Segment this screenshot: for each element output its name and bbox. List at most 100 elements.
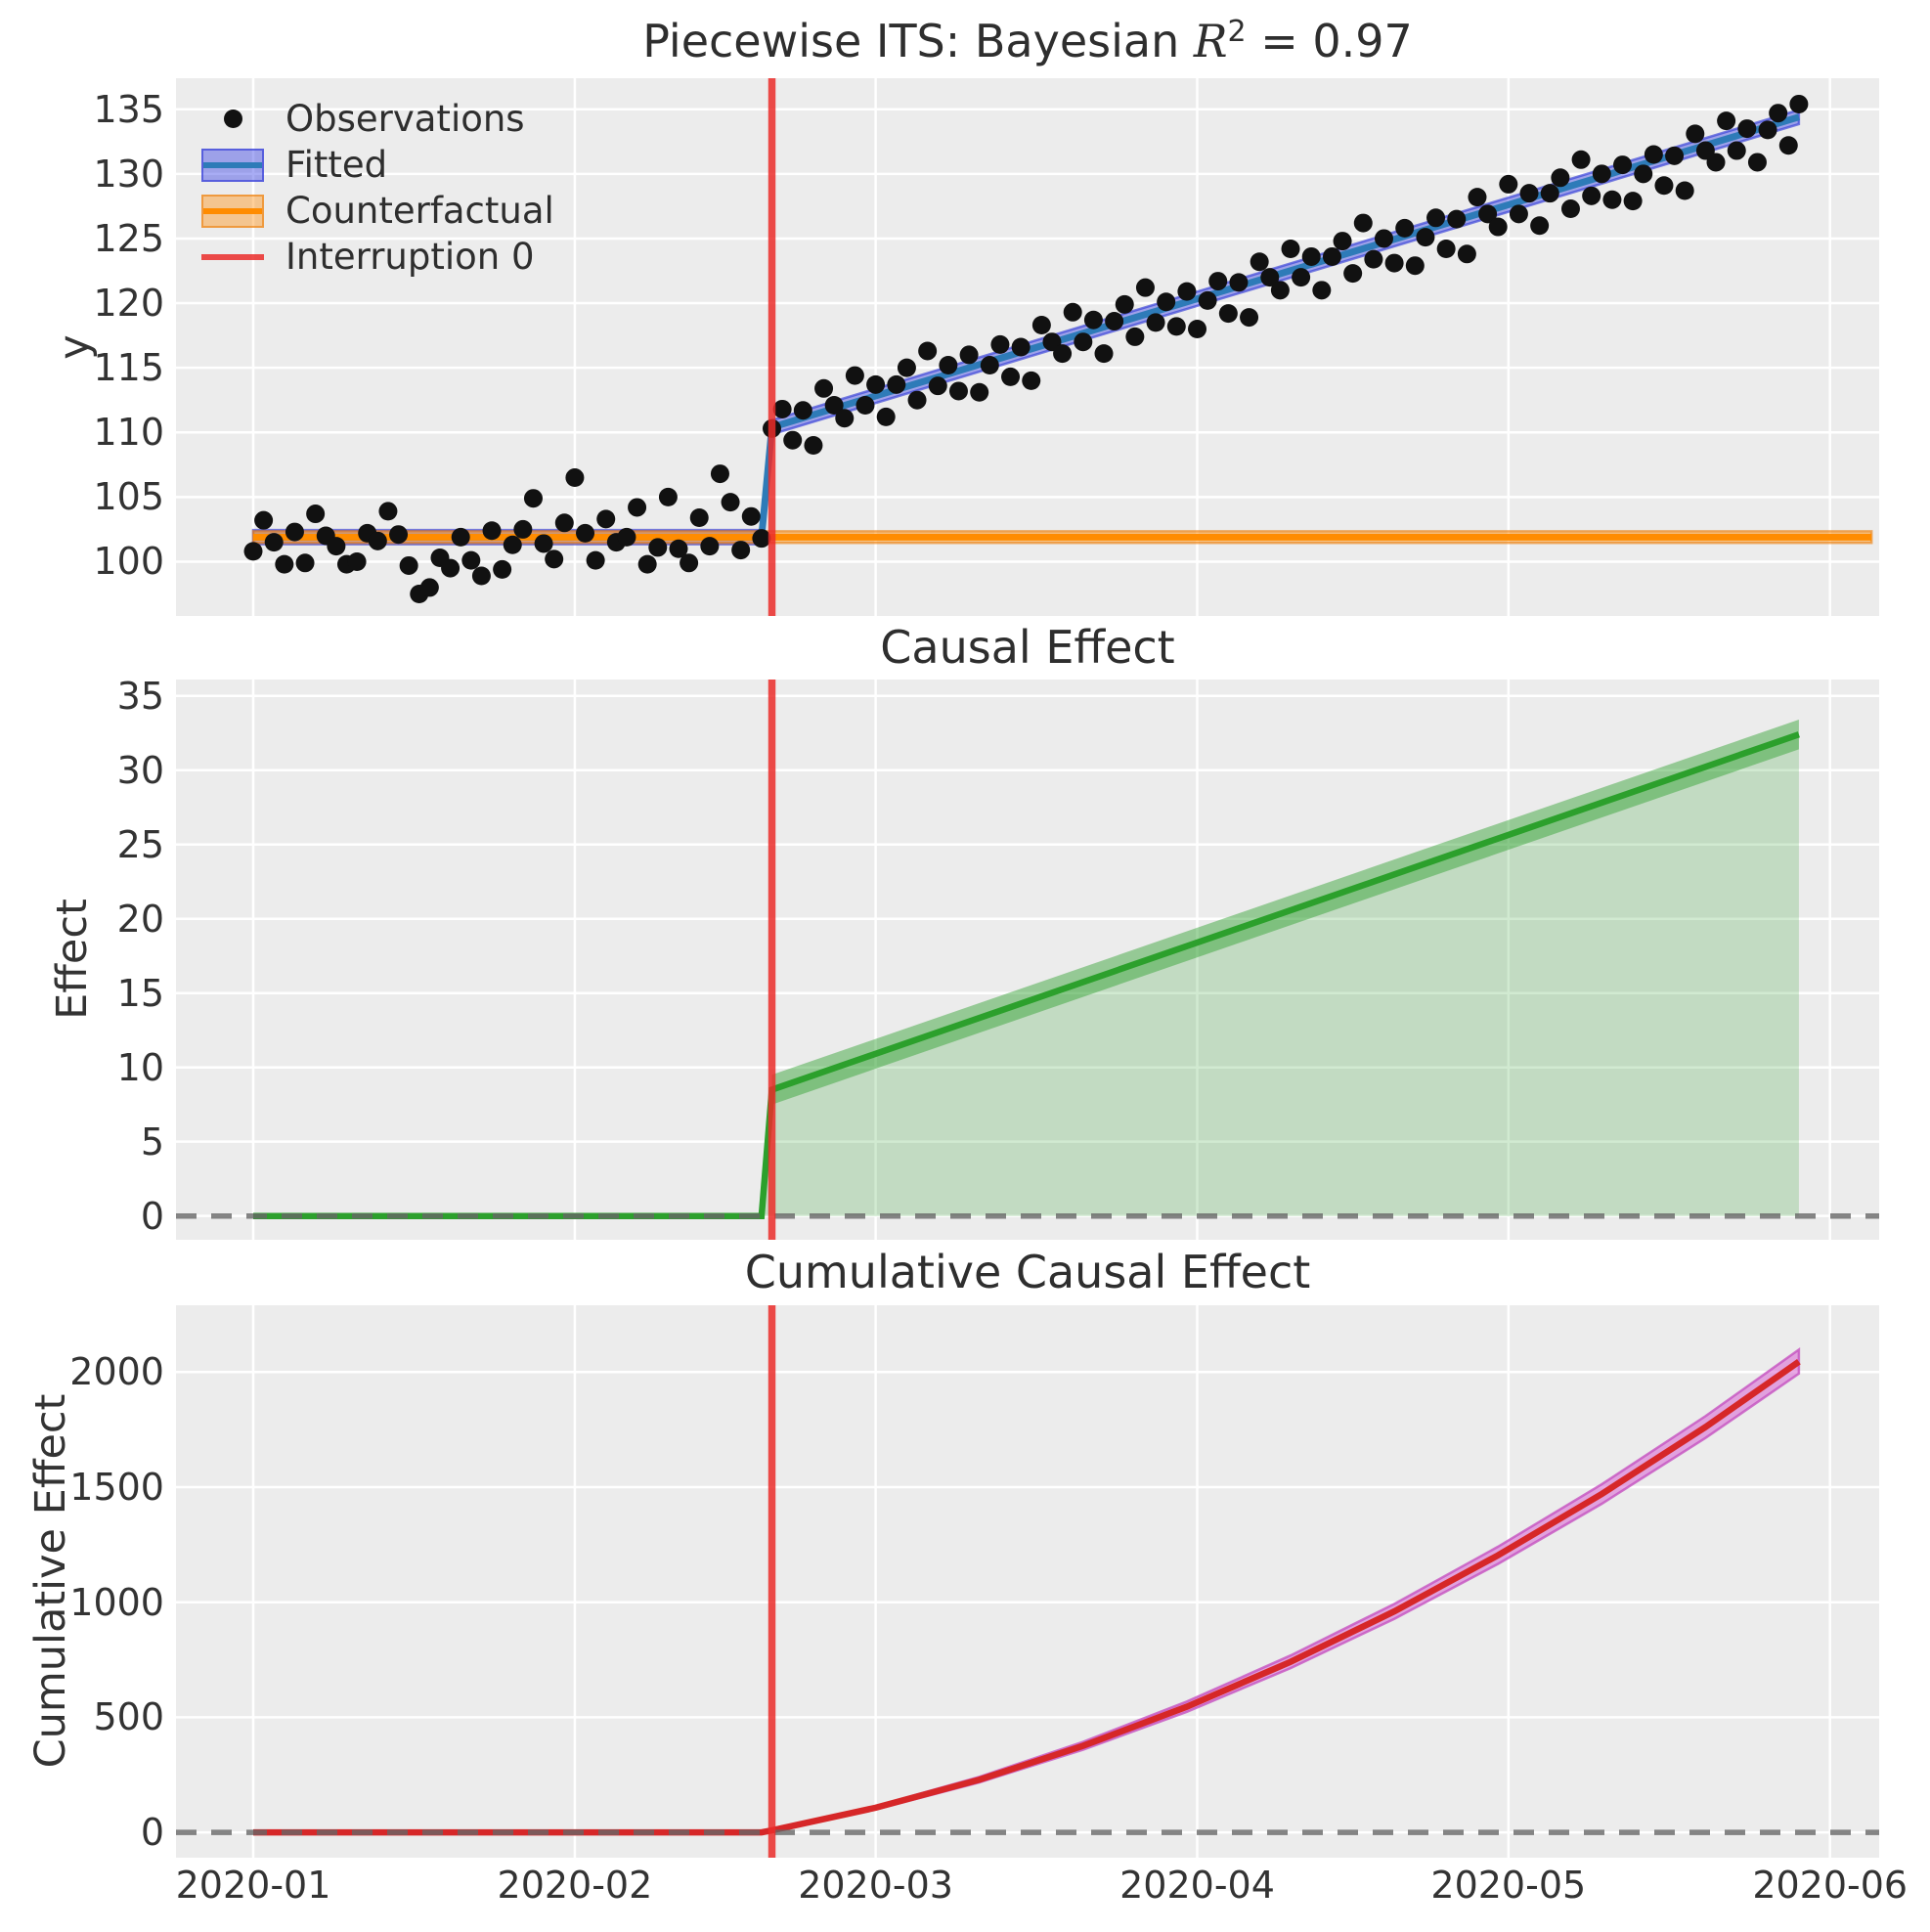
x-tick-label: 2020-03 <box>798 1864 953 1907</box>
cumulative-plot-area <box>176 1305 1879 1858</box>
observation-point <box>1031 316 1051 335</box>
observation-point <box>1769 104 1788 123</box>
x-tick-label: 2020-04 <box>1119 1864 1275 1907</box>
observation-point <box>1146 313 1165 332</box>
observation-point <box>1758 120 1777 140</box>
observation-point <box>855 395 875 415</box>
observation-point <box>482 521 502 541</box>
observation-point <box>866 374 886 394</box>
observation-point <box>1706 153 1726 172</box>
observation-point <box>1509 204 1528 224</box>
observation-point <box>1623 192 1643 211</box>
observation-point <box>1488 217 1508 237</box>
observation-point <box>1322 246 1341 266</box>
observation-point <box>1789 94 1809 113</box>
observation-point <box>1478 204 1498 224</box>
observation-point <box>1613 155 1633 175</box>
y-tick-label: 105 <box>93 475 164 519</box>
observation-point <box>1571 150 1591 169</box>
observation-point <box>1405 256 1425 276</box>
observation-point <box>1301 246 1321 266</box>
observation-point <box>918 341 938 361</box>
y-tick-label: 115 <box>93 346 164 390</box>
observation-point <box>680 553 699 573</box>
x-tick-label: 2020-01 <box>175 1864 331 1907</box>
observation-point <box>648 538 668 557</box>
observations-marker-icon <box>223 110 242 128</box>
observation-point <box>824 395 844 415</box>
observation-point <box>1675 181 1694 200</box>
observation-point <box>1022 371 1041 390</box>
observation-point <box>1530 216 1550 236</box>
observation-point <box>959 345 979 365</box>
observation-point <box>772 399 792 418</box>
observation-point <box>1250 252 1269 272</box>
counterfactual-band-icon <box>201 194 264 228</box>
observation-point <box>586 550 605 570</box>
observation-point <box>1717 111 1736 131</box>
observation-point <box>980 356 999 375</box>
legend-item-interruption: Interruption 0 <box>201 234 554 280</box>
legend-label: Counterfactual <box>285 190 554 232</box>
observation-point <box>545 549 564 569</box>
observation-point <box>1229 273 1249 292</box>
observation-point <box>1737 119 1757 139</box>
observation-point <box>254 510 274 530</box>
observation-point <box>1560 199 1580 219</box>
observation-point <box>285 522 304 542</box>
y-tick-label: 20 <box>116 897 164 941</box>
observation-point <box>731 541 751 560</box>
effect-plot-area <box>176 680 1879 1240</box>
observation-point <box>752 529 771 549</box>
fit-plot-area <box>176 78 1879 616</box>
observation-point <box>1001 367 1021 386</box>
observation-point <box>1053 344 1073 364</box>
y-tick-label: 2000 <box>69 1350 164 1394</box>
observation-point <box>275 554 294 574</box>
x-tick-label: 2020-05 <box>1430 1864 1587 1907</box>
observation-point <box>441 558 461 578</box>
observation-point <box>783 430 803 450</box>
fitted-band-icon <box>201 148 264 182</box>
observation-point <box>689 508 709 528</box>
y-tick-label: 30 <box>116 748 164 792</box>
observation-point <box>1083 310 1103 329</box>
observation-point <box>1634 164 1653 184</box>
effect-panel-title: Causal Effect <box>880 621 1175 674</box>
observation-point <box>814 378 834 398</box>
observation-point <box>493 559 512 579</box>
y-tick-label: 1000 <box>69 1580 164 1624</box>
y-tick-label: 130 <box>93 152 164 196</box>
observation-point <box>503 535 522 554</box>
observation-point <box>1115 294 1134 314</box>
observation-point <box>1218 304 1238 324</box>
observation-point <box>1240 308 1259 328</box>
observation-point <box>1747 153 1767 172</box>
y-tick-label: 25 <box>116 822 164 866</box>
legend-label: Observations <box>285 98 525 140</box>
observation-point <box>804 435 823 455</box>
observation-point <box>1468 188 1487 207</box>
observation-point <box>1778 136 1798 155</box>
observation-point <box>523 489 543 508</box>
y-tick-label: 125 <box>93 216 164 260</box>
observation-point <box>1436 240 1456 259</box>
observation-point <box>1364 249 1383 269</box>
observation-point <box>1292 268 1311 287</box>
observation-point <box>1166 317 1186 336</box>
interruption-line-icon <box>201 253 264 260</box>
observation-point <box>451 527 470 547</box>
y-tick-label: 100 <box>93 540 164 584</box>
observation-point <box>1395 218 1415 238</box>
observation-point <box>378 502 398 521</box>
observation-point <box>1727 141 1746 160</box>
observation-point <box>1198 290 1217 310</box>
observation-point <box>264 533 284 552</box>
observation-point <box>1457 244 1476 264</box>
legend-item-observations: Observations <box>201 96 554 142</box>
observation-point <box>907 390 927 410</box>
figure-title: Piecewise ITS: Bayesian R2 = 0.97 <box>642 14 1413 68</box>
observation-point <box>399 555 418 575</box>
observation-point <box>1125 327 1145 346</box>
observation-point <box>876 407 896 426</box>
